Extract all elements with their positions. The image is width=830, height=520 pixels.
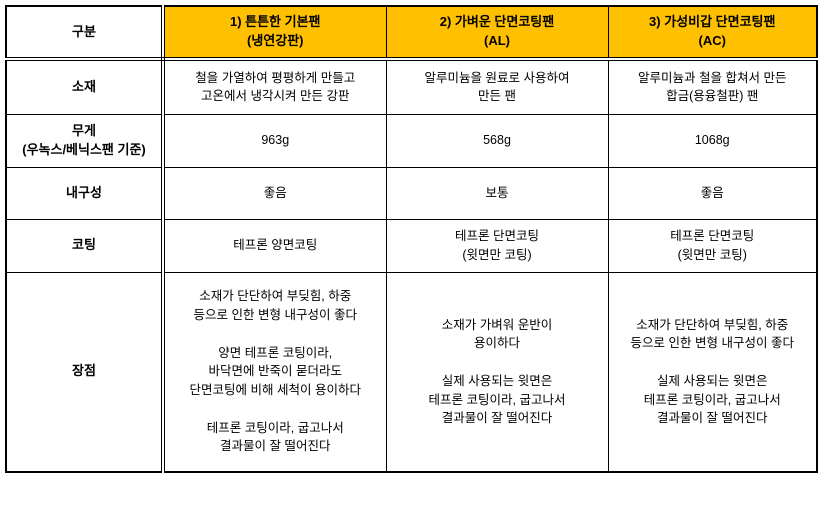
row-label-material: 소재 — [5, 58, 165, 115]
coating-cell-light-pan: 테프론 단면코팅 (윗면만 코팅) — [385, 218, 609, 273]
durability-cell-basic-pan: 좋음 — [162, 166, 387, 220]
pan-comparison-table: 구분 1) 튼튼한 기본팬 (냉연강판) 2) 가벼운 단면코팅팬 (AL) 3… — [5, 5, 818, 473]
material-cell-light-pan: 알루미늄을 원료로 사용하여 만든 팬 — [385, 58, 609, 115]
corner-header-gubun: 구분 — [5, 5, 165, 61]
weight-cell-value-pan: 1068g — [607, 113, 818, 168]
column-header-basic-pan: 1) 튼튼한 기본팬 (냉연강판) — [162, 5, 387, 61]
material-cell-value-pan: 알루미늄과 철을 합쳐서 만든 합금(용융철판) 팬 — [607, 58, 818, 115]
weight-cell-basic-pan: 963g — [162, 113, 387, 168]
coating-cell-basic-pan: 테프론 양면코팅 — [162, 218, 387, 273]
material-cell-basic-pan: 철을 가열하여 평평하게 만들고 고온에서 냉각시켜 만든 강판 — [162, 58, 387, 115]
table-row-coating: 코팅 테프론 양면코팅 테프론 단면코팅 (윗면만 코팅) 테프론 단면코팅 (… — [5, 218, 818, 273]
advantages-cell-light-pan: 소재가 가벼워 운반이 용이하다 실제 사용되는 윗면은 테프론 코팅이라, 굽… — [385, 271, 609, 473]
durability-cell-value-pan: 좋음 — [607, 166, 818, 220]
weight-cell-light-pan: 568g — [385, 113, 609, 168]
coating-cell-value-pan: 테프론 단면코팅 (윗면만 코팅) — [607, 218, 818, 273]
row-label-advantages: 장점 — [5, 271, 165, 473]
row-label-coating: 코팅 — [5, 218, 165, 273]
table-header-row: 구분 1) 튼튼한 기본팬 (냉연강판) 2) 가벼운 단면코팅팬 (AL) 3… — [5, 5, 818, 61]
row-label-weight: 무게 (우녹스/베닉스팬 기준) — [5, 113, 165, 168]
row-label-durability: 내구성 — [5, 166, 165, 220]
table-row-advantages: 장점 소재가 단단하여 부딪힘, 하중 등으로 인한 변형 내구성이 좋다 양면… — [5, 271, 818, 473]
table-row-durability: 내구성 좋음 보통 좋음 — [5, 166, 818, 220]
advantages-cell-value-pan: 소재가 단단하여 부딪힘, 하중 등으로 인한 변형 내구성이 좋다 실제 사용… — [607, 271, 818, 473]
table-row-material: 소재 철을 가열하여 평평하게 만들고 고온에서 냉각시켜 만든 강판 알루미늄… — [5, 58, 818, 115]
table-row-weight: 무게 (우녹스/베닉스팬 기준) 963g 568g 1068g — [5, 113, 818, 168]
column-header-light-single-coated-pan: 2) 가벼운 단면코팅팬 (AL) — [385, 5, 609, 61]
column-header-value-single-coated-pan: 3) 가성비갑 단면코팅팬 (AC) — [607, 5, 818, 61]
advantages-cell-basic-pan: 소재가 단단하여 부딪힘, 하중 등으로 인한 변형 내구성이 좋다 양면 테프… — [162, 271, 387, 473]
durability-cell-light-pan: 보통 — [385, 166, 609, 220]
